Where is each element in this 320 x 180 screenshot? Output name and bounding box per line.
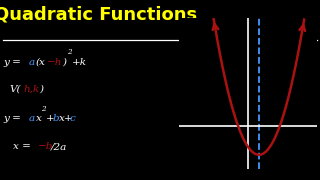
Text: b: b (53, 114, 60, 123)
Text: 2: 2 (41, 105, 45, 113)
Text: c: c (69, 114, 75, 123)
Text: a: a (28, 58, 34, 67)
Text: Quadratic Functions: Quadratic Functions (0, 5, 197, 23)
Text: −h: −h (47, 58, 63, 67)
Text: y =: y = (3, 58, 24, 67)
Text: h,k: h,k (23, 85, 39, 94)
Text: V(: V( (10, 85, 21, 94)
Text: (x: (x (36, 58, 46, 67)
Text: 2: 2 (67, 48, 72, 56)
Text: x+: x+ (59, 114, 74, 123)
Text: x =: x = (13, 142, 34, 151)
Text: ): ) (62, 58, 66, 67)
Text: /2a: /2a (51, 142, 67, 151)
Text: +: + (46, 114, 55, 123)
Text: −b: −b (38, 142, 53, 151)
Text: a: a (28, 114, 34, 123)
Text: x: x (36, 114, 42, 123)
Text: ): ) (40, 85, 44, 94)
Text: y =: y = (3, 114, 24, 123)
Text: +k: +k (72, 58, 87, 67)
